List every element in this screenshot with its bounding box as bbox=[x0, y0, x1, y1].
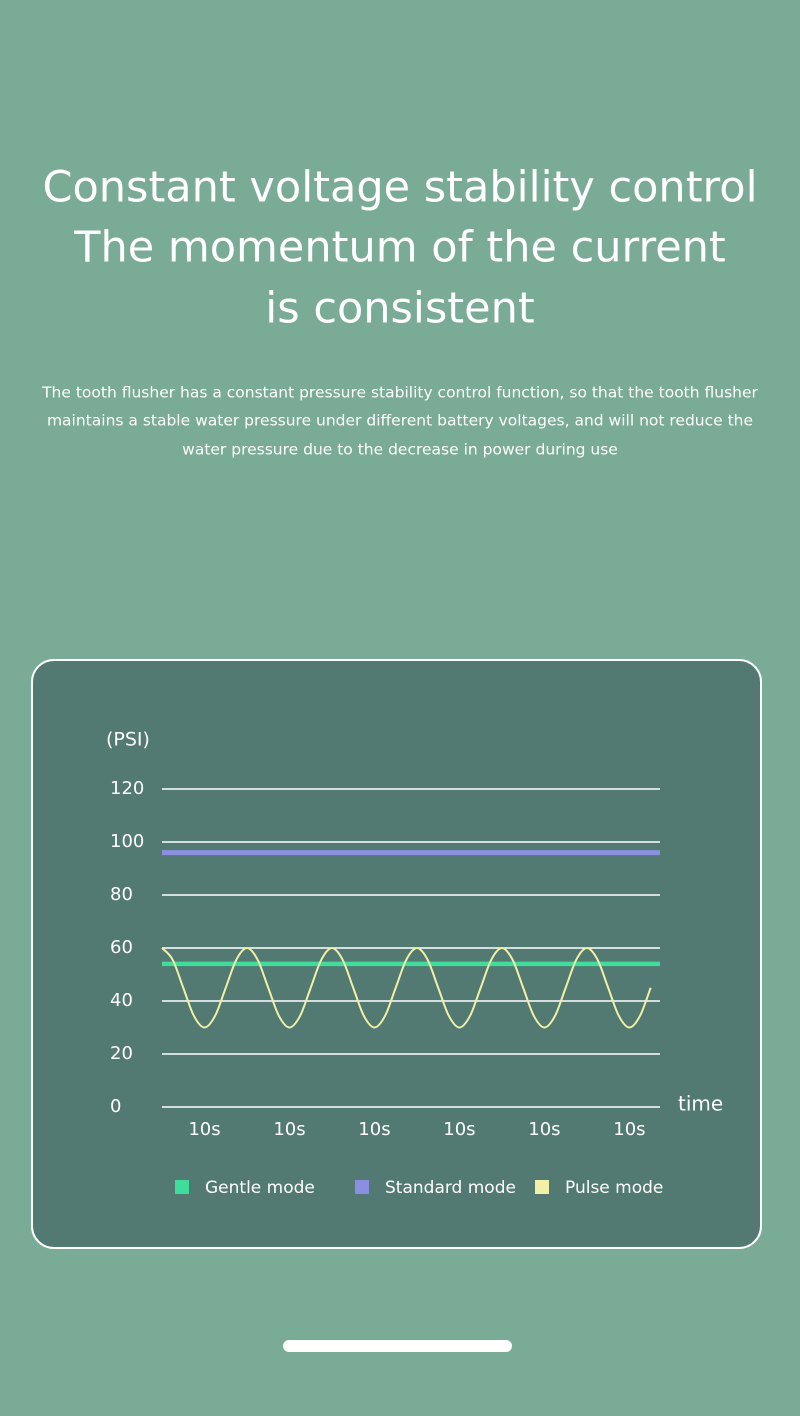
home-indicator bbox=[283, 1340, 512, 1352]
y-tick-label: 20 bbox=[110, 1043, 133, 1064]
legend-swatch bbox=[175, 1180, 189, 1194]
series-line bbox=[161, 946, 652, 1029]
y-tick-label: 0 bbox=[110, 1096, 121, 1117]
x-tick-label: 10s bbox=[188, 1119, 220, 1140]
x-tick-label: 10s bbox=[443, 1119, 475, 1140]
description-line: maintains a stable water pressure under … bbox=[47, 412, 753, 430]
title-line: is consistent bbox=[265, 284, 534, 334]
x-tick-label: 10s bbox=[613, 1119, 645, 1140]
plot: 0 20 40 60 80 100 120 10s 10s 10s 10s 10s 10s Gentle … bbox=[110, 778, 663, 1198]
y-axis-label: (PSI) bbox=[106, 729, 150, 751]
y-tick-label: 60 bbox=[110, 937, 133, 958]
x-axis-label: time bbox=[678, 1092, 723, 1116]
legend-label: Pulse mode bbox=[565, 1178, 663, 1198]
description-line: The tooth flusher has a constant pressur… bbox=[41, 384, 758, 402]
legend-label: Standard mode bbox=[385, 1178, 516, 1198]
chart-card bbox=[31, 659, 762, 1249]
legend-label: Gentle mode bbox=[205, 1178, 315, 1198]
description-line: water pressure due to the decrease in po… bbox=[182, 441, 618, 459]
x-tick-label: 10s bbox=[273, 1119, 305, 1140]
y-tick-label: 80 bbox=[110, 884, 133, 905]
legend-swatch bbox=[355, 1180, 369, 1194]
title-line: The momentum of the current bbox=[73, 223, 726, 273]
title-line: Constant voltage stability control bbox=[42, 163, 757, 213]
y-tick-label: 100 bbox=[110, 831, 144, 852]
y-tick-label: 120 bbox=[110, 778, 144, 799]
x-tick-label: 10s bbox=[358, 1119, 390, 1140]
x-tick-label: 10s bbox=[528, 1119, 560, 1140]
legend-swatch bbox=[535, 1180, 549, 1194]
y-tick-label: 40 bbox=[110, 990, 133, 1011]
